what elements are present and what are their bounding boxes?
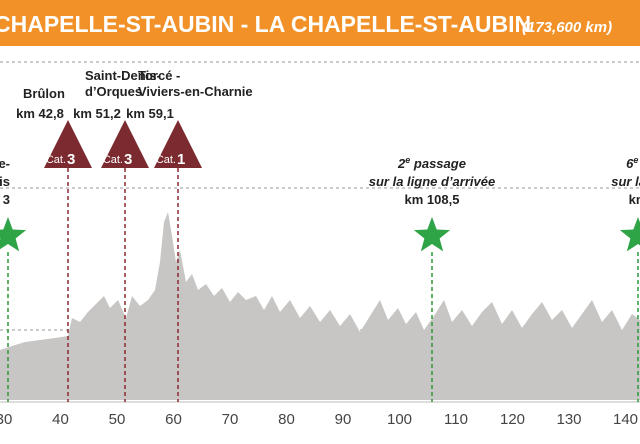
- climb-name: d’Orques: [85, 84, 142, 99]
- climb-km: km 42,8: [16, 106, 64, 121]
- sprint-line: is: [0, 174, 10, 189]
- climb-triangle: [101, 120, 149, 168]
- climb-name: Saint-Denis-: [85, 68, 161, 83]
- header-bar: [0, 0, 640, 46]
- climb-level: 3: [124, 151, 132, 168]
- sprint-title-rest: passage: [410, 156, 466, 171]
- sprint-title-rest: p: [638, 156, 640, 171]
- climb-name: Torcé -: [138, 68, 180, 83]
- sprint-star: [0, 217, 27, 252]
- climb-name: Brûlon: [23, 86, 65, 101]
- climb-name: Viviers-en-Charnie: [138, 84, 253, 99]
- x-tick-label: 60: [165, 411, 182, 428]
- x-tick-label: 40: [52, 411, 69, 428]
- distance: (173,600 km): [522, 19, 612, 36]
- elevation-profile: [0, 212, 640, 400]
- climb-level: 1: [177, 151, 185, 168]
- climb-triangle: [44, 120, 92, 168]
- climb-km: km 59,1: [126, 106, 174, 121]
- x-tick-label: 110: [444, 411, 468, 428]
- sprint-star: [619, 217, 640, 252]
- title: CHAPELLE-ST-AUBIN - LA CHAPELLE-ST-AUBIN: [0, 11, 531, 37]
- x-tick-label: 100: [387, 411, 412, 428]
- ordinal-sup: e: [633, 155, 638, 165]
- x-tick-label: 30: [0, 411, 12, 428]
- sprint-star: [413, 217, 451, 252]
- climb-level: 3: [67, 151, 75, 168]
- climb-cat: Cat.: [46, 154, 66, 166]
- x-tick-label: 80: [278, 411, 295, 428]
- sprint-line: sur la lig: [611, 174, 640, 189]
- sprint-line: 3: [3, 192, 10, 207]
- x-tick-label: 90: [335, 411, 352, 428]
- x-tick-label: 130: [556, 411, 581, 428]
- sprint-line: km 108,5: [405, 192, 460, 207]
- sprint-title: 2e passage: [397, 155, 466, 171]
- sprint-line: km: [629, 192, 640, 207]
- climb-cat: Cat.: [156, 154, 176, 166]
- sprint-line: sur la ligne d’arrivée: [369, 174, 495, 189]
- sprint-line: e-: [0, 156, 10, 171]
- x-tick-label: 140: [613, 411, 638, 428]
- x-tick-label: 70: [222, 411, 239, 428]
- sprint-title: 6e p: [626, 155, 640, 171]
- climb-triangle: [154, 120, 202, 168]
- climb-cat: Cat.: [103, 154, 123, 166]
- x-tick-label: 120: [500, 411, 525, 428]
- climb-km: km 51,2: [73, 106, 121, 121]
- ordinal-sup: e: [405, 155, 410, 165]
- ordinal: 6: [626, 156, 634, 171]
- ordinal: 2: [397, 156, 406, 171]
- dynamic: 30 40 50 60 70 80 90 100 110 120 130 140 Brûlon km 42…: [0, 68, 640, 428]
- grid: [0, 61, 640, 331]
- x-tick-label: 50: [109, 411, 126, 428]
